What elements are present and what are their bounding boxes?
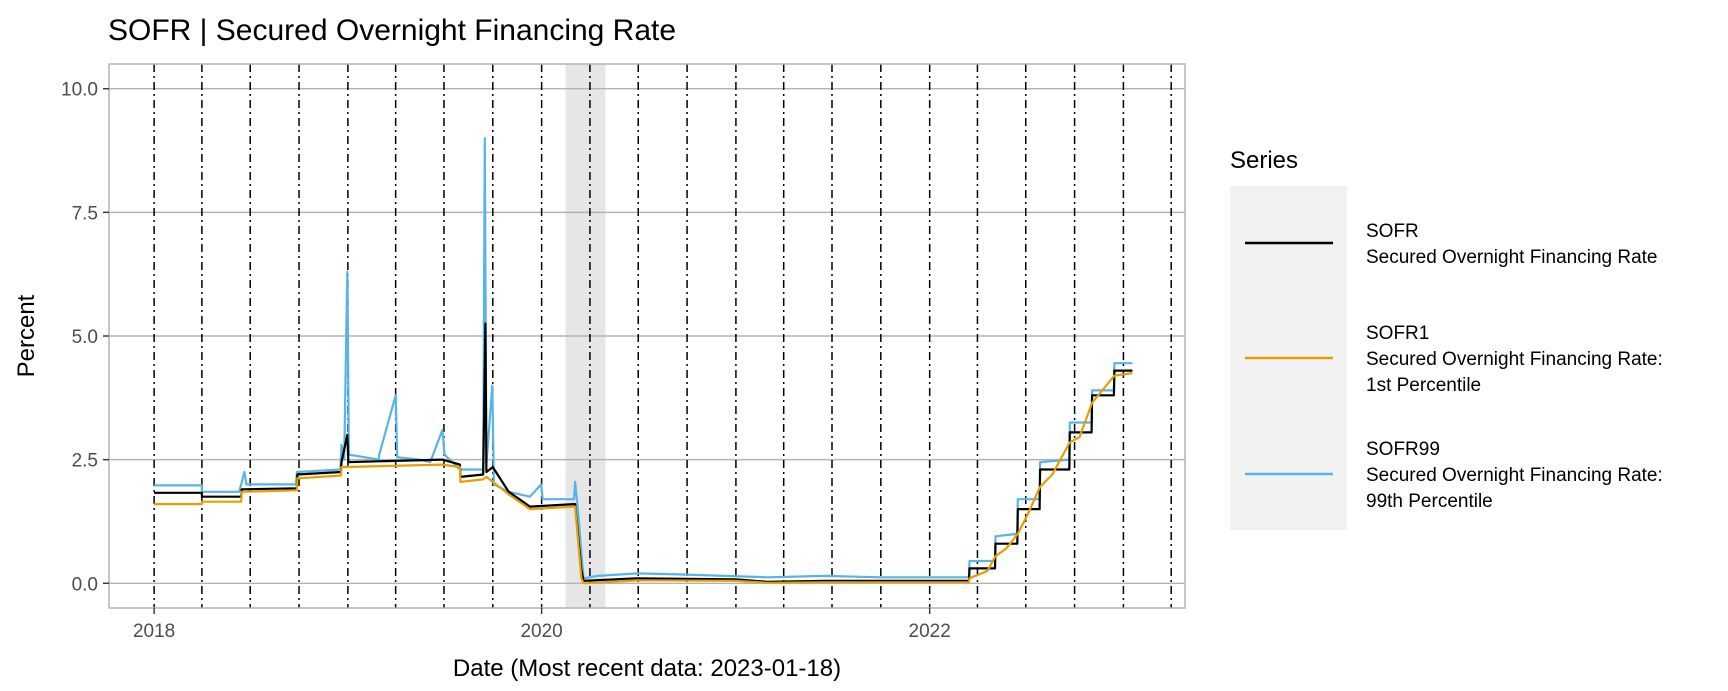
grid-layer — [109, 88, 1185, 584]
x-tick-label: 2018 — [133, 621, 175, 642]
y-tick-label: 7.5 — [72, 203, 98, 224]
series-layer — [154, 137, 1133, 585]
legend: Series SOFR Secured Overnight Financing R… — [1230, 147, 1663, 530]
y-tick-label: 10.0 — [61, 80, 98, 101]
legend-label: 99th Percentile — [1366, 491, 1493, 512]
y-tick-label: 5.0 — [72, 327, 98, 348]
legend-label: SOFR1 — [1366, 323, 1429, 344]
plot-area — [108, 63, 1186, 609]
legend-label: Secured Overnight Financing Rate: — [1366, 465, 1663, 486]
legend-item-sofr: SOFR Secured Overnight Financing Rate — [1245, 221, 1658, 268]
legend-label: Secured Overnight Financing Rate: — [1366, 349, 1663, 370]
vline-layer — [153, 64, 1172, 608]
x-tick-label: 2020 — [520, 621, 562, 642]
x-axis-title: Date (Most recent data: 2023-01-18) — [453, 655, 841, 682]
y-tick-label: 2.5 — [72, 451, 98, 472]
x-axis: 2018 2020 2022 — [133, 608, 951, 642]
legend-title: Series — [1230, 147, 1298, 174]
legend-label: SOFR — [1366, 221, 1419, 242]
y-tick-label: 0.0 — [72, 574, 98, 595]
legend-label: 1st Percentile — [1366, 375, 1481, 396]
chart-title: SOFR | Secured Overnight Financing Rate — [108, 14, 676, 47]
legend-label: SOFR99 — [1366, 439, 1440, 460]
series-line-sofr1 — [154, 372, 1133, 585]
legend-item-sofr99: SOFR99 Secured Overnight Financing Rate: 9… — [1245, 439, 1663, 512]
y-axis-title: Percent — [13, 294, 40, 377]
y-axis: 0.0 2.5 5.0 7.5 10.0 — [61, 80, 109, 595]
legend-label: Secured Overnight Financing Rate — [1366, 247, 1658, 268]
legend-item-sofr1: SOFR1 Secured Overnight Financing Rate: 1s… — [1245, 323, 1663, 396]
x-tick-label: 2022 — [909, 621, 951, 642]
